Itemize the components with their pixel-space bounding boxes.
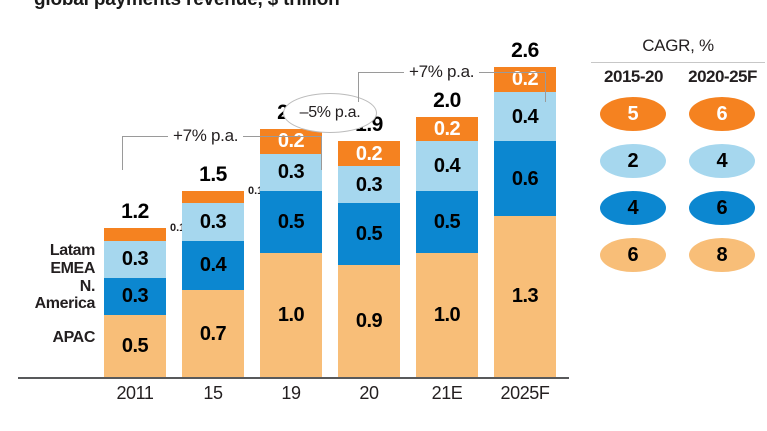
bar-stack: 1.00.50.30.22.0 [260, 101, 322, 377]
x-axis-tick-label: 15 [203, 383, 223, 403]
bar-segment-value: 0.3 [277, 161, 305, 184]
bar-total-label: 1.2 [121, 200, 149, 224]
bar-segment-value: 0.5 [355, 223, 383, 246]
bar-segment-value: 0.2 [511, 68, 539, 91]
bar-segment-value: 0.2 [355, 142, 383, 165]
cagr-value-emea-col0: 2 [600, 144, 666, 178]
bar-segment-value: 0.3 [121, 285, 149, 308]
bar-stack: 1.0 0.5 0.4 0.2 2.0 [416, 89, 478, 377]
bar-segment-apac[interactable]: 1.0 [416, 253, 478, 377]
x-axis-tick-label: 2025F [500, 383, 550, 403]
bar-segment-n-america[interactable]: 0.5 [338, 203, 400, 266]
bar-stack: 0.5 0.3 0.3 0.10.11.2 [104, 200, 185, 377]
bar-segment-value: 0.3 [121, 248, 149, 271]
bar-total-label: 2.6 [511, 39, 539, 63]
bar-segment-latam[interactable]: 0.2 [338, 141, 400, 167]
bar-stack: 0.7 0.4 0.3 0.10.11.5 [182, 163, 263, 377]
bar-segment-value: 0.5 [121, 335, 149, 357]
x-axis-tick-label: 21E [431, 383, 463, 403]
series-label-apac: APAC [52, 329, 95, 346]
bar-segment-apac[interactable]: 1.3 [494, 215, 556, 377]
cagr-value-n-america-col1: 6 [689, 191, 755, 225]
bar-segment-n-america[interactable]: 0.5 [260, 191, 322, 253]
cagr-value-n-america-col0: 4 [600, 191, 666, 225]
bar-segment-value: 0.6 [511, 167, 539, 190]
bar-segment-latam[interactable]: 0.10.1 [104, 223, 185, 241]
bar-segment-n-america[interactable]: 0.6 [494, 141, 556, 216]
bar-segment-value: 0.2 [433, 118, 461, 140]
bar-segment-apac[interactable]: 0.7 [182, 290, 244, 377]
bar-segment-n-america[interactable]: 0.5 [416, 191, 478, 253]
x-axis-line [18, 377, 569, 379]
cagr-column-header-1: 2020-25F [688, 67, 757, 86]
cagr-value-latam-col1: 6 [689, 97, 755, 131]
bar-stack: 0.9 0.5 0.3 0.2 1.9 [338, 113, 400, 377]
cagr-value-emea-col1: 4 [689, 144, 755, 178]
x-axis-tick-label: 19 [281, 383, 301, 403]
cagr-divider [591, 62, 765, 63]
cagr-title: CAGR, % [642, 36, 714, 55]
bar-segment-value: 0.5 [277, 211, 305, 233]
bar-segment-emea[interactable]: 0.4 [416, 141, 478, 191]
bar-segment-value: 0.9 [355, 310, 383, 333]
bar-segment-n-america[interactable]: 0.4 [182, 240, 244, 291]
bar-segment-latam[interactable]: 0.2 [416, 116, 478, 142]
bar-segment-apac[interactable]: 0.5 [104, 315, 166, 377]
series-label-emea: EMEA [50, 260, 95, 277]
bar-segment-value: 0.3 [199, 211, 227, 234]
cagr-value-apac-col0: 6 [600, 238, 666, 272]
bar-stack: 1.3 0.6 0.4 0.2 2.6 [494, 39, 556, 377]
series-label-n-america: N. America [34, 278, 96, 312]
annotation-bracket-right-label: +7% p.a. [404, 62, 480, 82]
bar-segment-emea[interactable]: 0.3 [338, 166, 400, 204]
bar-segment-apac[interactable]: 1.0 [260, 253, 322, 377]
bar-segment-n-america[interactable]: 0.3 [104, 277, 166, 315]
bar-segment-emea[interactable]: 0.3 [104, 240, 166, 278]
cagr-value-latam-col0: 5 [600, 97, 666, 131]
bar-segment-value: 0.7 [199, 322, 227, 345]
bar-total-label: 1.5 [199, 163, 227, 187]
bar-segment-value: 0.5 [433, 211, 461, 233]
bar-segment-value: 0.4 [433, 155, 461, 178]
bar-segment-value-external: 0.1 [248, 185, 264, 198]
bar-segment-value: 1.0 [277, 304, 305, 326]
bar-total-label: 2.0 [433, 88, 461, 112]
bar-segment-value: 0.4 [511, 105, 539, 128]
page-title: global payments revenue, $ trillion [34, 0, 554, 11]
bar-segment-apac[interactable]: 0.9 [338, 265, 400, 377]
series-label-latam: Latam [49, 242, 96, 259]
bar-segment-latam[interactable]: 0.10.1 [182, 186, 263, 204]
bar-segment-value: 0.3 [355, 173, 383, 196]
plot-area: 0.50.30.30.10.11.20.70.40.30.10.11.51.00… [18, 39, 569, 403]
x-axis-tick-label: 2011 [116, 383, 154, 403]
bar-segment-emea[interactable]: 0.3 [260, 153, 322, 191]
bar-segment-value-external: 0.1 [170, 222, 186, 235]
annotation-bracket-left-label: +7% p.a. [168, 126, 244, 146]
bar-segment-value: 0.4 [199, 254, 227, 277]
cagr-column-header-0: 2015-20 [604, 67, 663, 86]
bar-segment-emea[interactable]: 0.3 [182, 203, 244, 241]
bar-segment-value: 1.0 [433, 304, 461, 326]
bar-segment-value: 1.3 [511, 285, 539, 308]
cagr-value-apac-col1: 8 [689, 238, 755, 272]
annotation-ellipse-mid: –5% p.a. [283, 93, 377, 133]
x-axis-tick-label: 20 [359, 383, 379, 403]
